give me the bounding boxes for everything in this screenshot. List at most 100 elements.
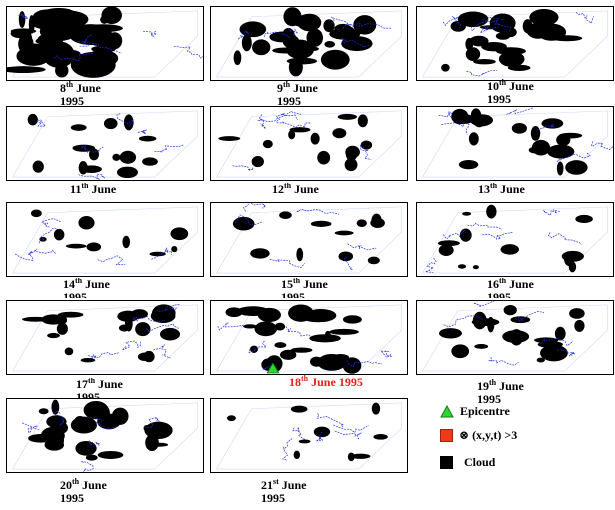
map-panel-16-june <box>416 202 614 277</box>
cloud-patch <box>41 314 66 325</box>
cloud-patch <box>138 135 157 142</box>
river-line <box>217 322 244 331</box>
cloud-patch <box>32 9 64 24</box>
cloud-patch <box>532 32 552 39</box>
river-line <box>78 34 93 45</box>
cloud-patch <box>437 240 460 247</box>
cloud-patch <box>159 327 181 341</box>
cloud-patch <box>112 153 121 161</box>
river-line <box>132 316 166 323</box>
epicentre-marker <box>266 362 280 374</box>
map-svg <box>12 206 198 274</box>
cloud-patch <box>97 450 124 459</box>
cloud-patch <box>75 440 97 456</box>
river-line <box>78 173 106 180</box>
cloud-patch <box>465 47 481 62</box>
river-line <box>537 123 555 130</box>
caption-12-june: 12th June 1995 <box>272 183 319 196</box>
cloud-patch <box>345 145 360 159</box>
cloud-patch <box>544 353 557 359</box>
caption-15-june: 15th June 1995 <box>281 278 328 298</box>
cloud-patch <box>561 250 584 262</box>
river-line <box>257 118 266 130</box>
cloud-patch <box>310 132 320 145</box>
cloud-patch <box>296 247 304 262</box>
cloud-patch <box>324 330 331 339</box>
cloud-patch <box>324 40 336 48</box>
river-line <box>347 243 377 251</box>
river-line <box>425 257 437 273</box>
cloud-patch <box>551 35 583 42</box>
river-line <box>144 417 160 428</box>
cloud-patch <box>486 204 497 219</box>
cloud-patch <box>16 46 51 66</box>
cloud-patch <box>262 139 273 149</box>
cloud-patch <box>495 32 511 40</box>
cloud-patch <box>286 39 314 60</box>
river-line <box>39 227 59 244</box>
cloud-patch <box>471 318 500 327</box>
cloud-patch <box>329 328 359 335</box>
cloud-patch <box>56 322 68 335</box>
cloud-patch <box>337 113 357 120</box>
river-line <box>14 251 34 261</box>
cloud-patch <box>469 35 489 47</box>
cloud-patch <box>350 453 371 459</box>
cloud-patch <box>297 13 322 32</box>
map-panel-19-june <box>416 300 614 375</box>
river-line <box>173 45 203 59</box>
map-svg <box>12 399 198 472</box>
legend-epicentre-label: Epicentre <box>460 404 510 418</box>
cloud-patch <box>509 329 524 346</box>
river-line <box>154 144 185 153</box>
cloud-patch <box>44 439 65 451</box>
cloud-patch <box>28 15 35 34</box>
river-line <box>97 255 126 266</box>
river-line <box>380 350 393 359</box>
cloud-patch <box>558 132 583 139</box>
river-line <box>342 23 392 29</box>
cloud-patch <box>529 9 559 26</box>
cloud-patch <box>225 307 243 318</box>
cloud-patch <box>241 34 252 52</box>
cloud-patch <box>288 58 303 77</box>
river-line <box>557 349 576 357</box>
caption-17-june: 17th June 1995 <box>76 378 123 398</box>
cloud-patch <box>257 307 281 323</box>
river-line <box>263 31 291 39</box>
river-line <box>36 119 46 127</box>
cloud-patch <box>306 28 324 47</box>
cloud-patch <box>510 316 531 324</box>
cloud-patch <box>100 15 109 24</box>
cloud-patch <box>332 128 347 139</box>
river-line <box>541 337 574 347</box>
cloud-patch <box>130 309 148 319</box>
river-line <box>137 129 147 135</box>
cloud-patch <box>7 66 46 73</box>
cloud-patch <box>441 63 450 72</box>
river-line <box>292 427 306 440</box>
map-panel-18-june <box>210 300 408 375</box>
cloud-patch <box>298 439 311 444</box>
cloud-patch <box>218 136 241 141</box>
cloud-patch <box>53 228 65 241</box>
river-line <box>315 431 324 442</box>
cloud-patch <box>38 408 49 415</box>
river-line <box>81 461 94 472</box>
cloud-patch <box>342 357 362 374</box>
river-line <box>285 326 311 337</box>
cloud-patch <box>356 219 367 227</box>
caption-9-june: 9th June 1995 <box>277 80 318 108</box>
river-line <box>18 13 29 20</box>
river-line <box>287 28 298 36</box>
river-line <box>121 340 141 351</box>
cloud-patch <box>370 218 385 229</box>
map-svg <box>12 303 198 372</box>
map-svg <box>216 110 402 178</box>
region-outline <box>12 206 198 274</box>
cloud-patch <box>317 150 331 165</box>
river-line <box>517 311 545 323</box>
region-outline <box>12 402 198 470</box>
caption-14-june: 14th June 1995 <box>63 278 110 298</box>
cloud-patch <box>511 122 527 134</box>
